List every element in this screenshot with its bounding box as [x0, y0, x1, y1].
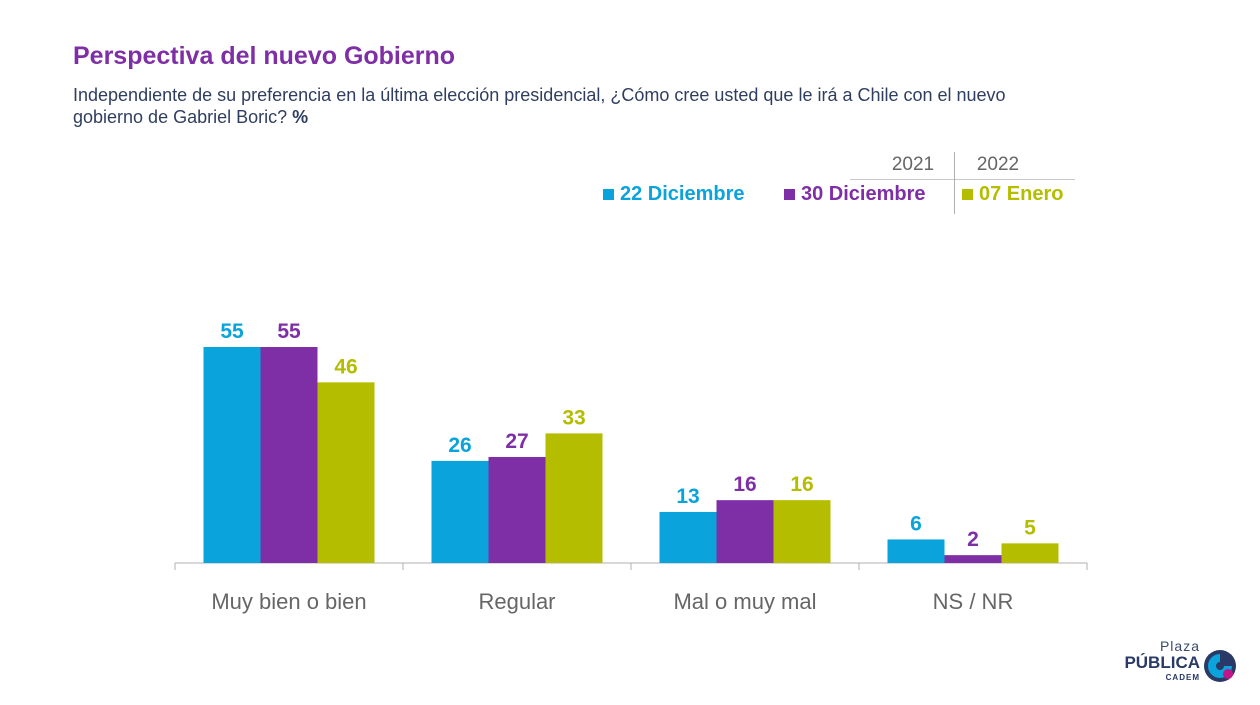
logo-mark-icon — [1204, 650, 1236, 682]
bar-mal-o-muy-mal-30-diciembre — [716, 500, 774, 563]
category-label-ns-nr: NS / NR — [933, 589, 1014, 614]
data-label-ns-nr-07-enero: 5 — [1024, 516, 1036, 539]
bar-muy-bien-o-bien-22-diciembre — [203, 347, 261, 563]
bar-regular-07-enero — [545, 433, 603, 563]
bar-muy-bien-o-bien-30-diciembre — [260, 347, 318, 563]
legend-swatch-30-diciembre — [784, 189, 795, 200]
category-label-muy-bien-o-bien: Muy bien o bien — [211, 589, 366, 614]
logo-cadem-text: CADEM — [1165, 673, 1200, 682]
legend-item-07-enero: 07 Enero — [962, 183, 1063, 206]
data-label-regular-22-diciembre: 26 — [448, 434, 471, 457]
year-divider-line — [850, 179, 1075, 180]
data-label-mal-o-muy-mal-07-enero: 16 — [790, 473, 813, 496]
data-label-ns-nr-22-diciembre: 6 — [910, 512, 922, 535]
legend-label-22-diciembre: 22 Diciembre — [620, 183, 745, 205]
bar-mal-o-muy-mal-22-diciembre — [659, 511, 717, 563]
logo-publica-text: PÚBLICA — [1124, 653, 1200, 672]
category-label-regular: Regular — [478, 589, 555, 614]
bar-ns-nr-30-diciembre — [944, 555, 1002, 563]
subtitle-unit: % — [292, 107, 309, 127]
chart-subtitle: Independiente de su preferencia en la úl… — [73, 84, 1063, 128]
data-label-mal-o-muy-mal-30-diciembre: 16 — [733, 473, 756, 496]
legend-label-07-enero: 07 Enero — [979, 183, 1064, 205]
bar-ns-nr-22-diciembre — [887, 539, 945, 563]
data-label-muy-bien-o-bien-22-diciembre: 55 — [220, 320, 244, 343]
legend-swatch-07-enero — [962, 189, 973, 200]
year-separator — [954, 152, 955, 214]
data-label-regular-30-diciembre: 27 — [505, 430, 528, 453]
bar-mal-o-muy-mal-07-enero — [773, 500, 831, 563]
plaza-publica-cadem-logo: Plaza PÚBLICA CADEM — [1116, 638, 1240, 694]
year-label-2021: 2021 — [891, 154, 935, 175]
logo-plaza-text: Plaza — [1159, 638, 1200, 654]
chart-title: Perspectiva del nuevo Gobierno — [73, 42, 456, 70]
data-label-muy-bien-o-bien-07-enero: 46 — [334, 355, 357, 378]
data-label-muy-bien-o-bien-30-diciembre: 55 — [277, 320, 301, 343]
legend-item-22-diciembre: 22 Diciembre — [603, 183, 745, 206]
year-label-2022: 2022 — [976, 154, 1020, 175]
bar-regular-30-diciembre — [488, 456, 546, 563]
subtitle-question: Independiente de su preferencia en la úl… — [73, 85, 1006, 127]
bar-muy-bien-o-bien-07-enero — [317, 382, 375, 563]
legend-item-30-diciembre: 30 Diciembre — [784, 183, 926, 206]
bar-regular-22-diciembre — [431, 460, 489, 563]
legend-swatch-22-diciembre — [603, 189, 614, 200]
category-label-mal-o-muy-mal: Mal o muy mal — [673, 589, 816, 614]
legend-label-30-diciembre: 30 Diciembre — [801, 183, 926, 205]
data-label-ns-nr-30-diciembre: 2 — [967, 528, 979, 551]
data-label-mal-o-muy-mal-22-diciembre: 13 — [676, 485, 699, 508]
data-label-regular-07-enero: 33 — [562, 406, 585, 429]
bar-ns-nr-07-enero — [1001, 543, 1059, 563]
